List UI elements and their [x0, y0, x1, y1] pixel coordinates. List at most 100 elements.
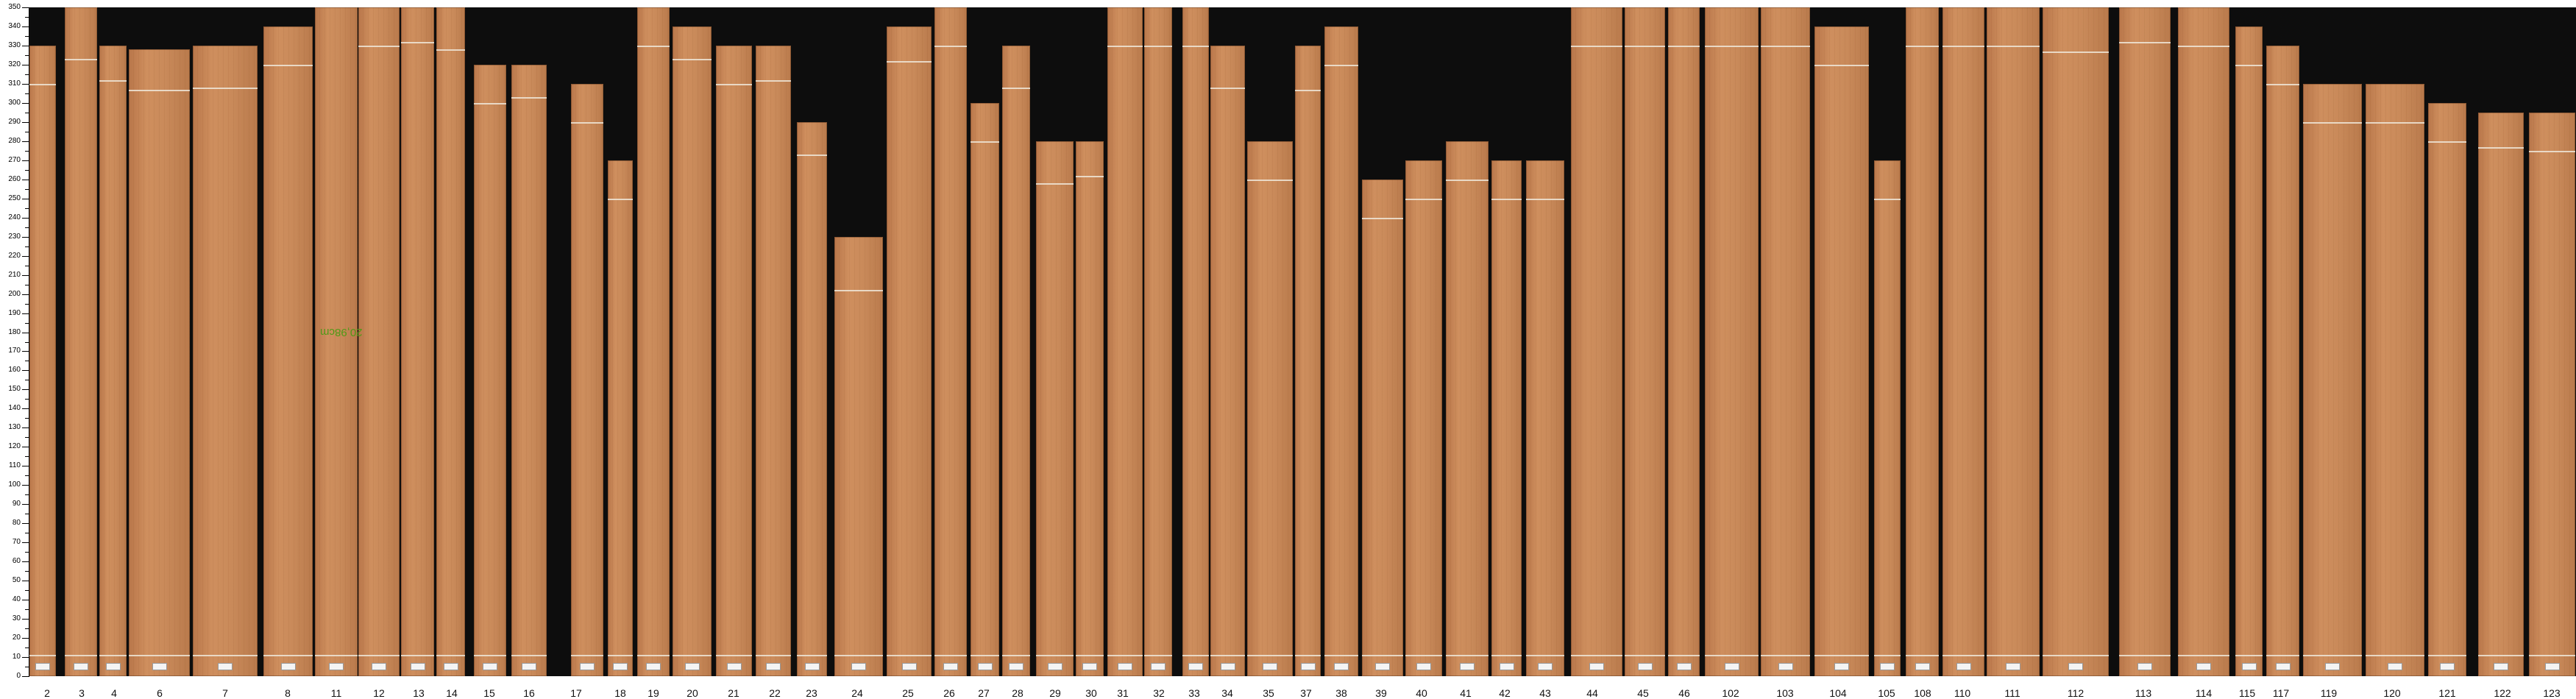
veneer-panel-35[interactable]: [1247, 141, 1293, 677]
top-cut-line: [1247, 179, 1293, 181]
veneer-panel-20[interactable]: [673, 26, 712, 677]
veneer-panel-115[interactable]: [2235, 26, 2263, 677]
veneer-panel-117[interactable]: [2266, 45, 2299, 677]
veneer-panel-104[interactable]: [1814, 26, 1869, 677]
top-cut-line: [608, 198, 633, 200]
panel-label: 110: [1954, 687, 1971, 699]
y-axis-label: 140: [8, 404, 21, 413]
panel-label: 21: [728, 687, 739, 699]
veneer-panel-41[interactable]: [1446, 141, 1489, 677]
barcode-sticker: [726, 662, 742, 670]
panel-label: 28: [1012, 687, 1023, 699]
panel-label: 40: [1416, 687, 1427, 699]
y-axis-tick: [22, 26, 29, 27]
veneer-panel-18[interactable]: [608, 160, 633, 677]
veneer-panel-40[interactable]: [1405, 160, 1442, 677]
top-cut-line: [1571, 45, 1622, 47]
barcode-sticker: [804, 662, 820, 670]
veneer-panel-15[interactable]: [474, 64, 506, 677]
veneer-panel-112[interactable]: [2043, 7, 2109, 676]
y-axis-tick: [22, 408, 29, 410]
top-cut-line: [971, 141, 999, 143]
veneer-panel-43[interactable]: [1526, 160, 1564, 677]
veneer-panel-120[interactable]: [2366, 83, 2424, 677]
veneer-panel-44[interactable]: [1571, 7, 1622, 676]
veneer-panel-28[interactable]: [1002, 45, 1030, 677]
veneer-panel-122[interactable]: [2478, 112, 2524, 677]
veneer-panel-45[interactable]: [1625, 7, 1665, 676]
veneer-panel-39[interactable]: [1362, 179, 1403, 677]
bottom-cut-line: [129, 655, 190, 657]
veneer-panel-25[interactable]: [887, 26, 932, 677]
veneer-panel-12[interactable]: [358, 7, 400, 676]
panel-label: 18: [614, 687, 626, 699]
bottom-cut-line: [673, 655, 712, 657]
panel-label: 35: [1263, 687, 1274, 699]
panel-label: 38: [1335, 687, 1347, 699]
top-cut-line: [571, 121, 603, 124]
top-cut-line: [1036, 182, 1074, 185]
veneer-panel-113[interactable]: [2119, 7, 2171, 676]
bottom-cut-line: [2043, 655, 2109, 657]
veneer-panel-33[interactable]: [1182, 7, 1209, 676]
veneer-panel-110[interactable]: [1942, 7, 1984, 676]
veneer-panel-13[interactable]: [401, 7, 434, 676]
top-cut-line: [358, 45, 400, 47]
veneer-panel-6[interactable]: [129, 49, 190, 676]
y-axis-tick: [22, 370, 29, 372]
veneer-panel-24[interactable]: [834, 236, 883, 677]
y-axis-tick: [22, 255, 29, 257]
veneer-panel-21[interactable]: [716, 45, 752, 677]
veneer-panel-29[interactable]: [1036, 141, 1074, 677]
veneer-panel-46[interactable]: [1668, 7, 1700, 676]
veneer-panel-8[interactable]: [263, 26, 313, 677]
barcode-sticker: [1778, 663, 1793, 670]
panel-label: 103: [1776, 687, 1794, 699]
panel-label: 34: [1221, 687, 1233, 699]
veneer-panel-38[interactable]: [1324, 26, 1358, 677]
veneer-panel-11[interactable]: [315, 7, 358, 676]
veneer-panel-14[interactable]: [436, 7, 465, 676]
barcode-sticker: [1300, 662, 1316, 670]
veneer-panel-123[interactable]: [2529, 112, 2575, 677]
y-axis-tick: [22, 236, 29, 238]
veneer-panel-114[interactable]: [2178, 7, 2229, 676]
barcode-sticker: [105, 662, 121, 670]
y-axis-label: 160: [8, 366, 21, 375]
y-axis-label: 330: [8, 40, 21, 49]
barcode-sticker: [1375, 662, 1390, 670]
panel-label: 44: [1586, 687, 1598, 699]
veneer-panel-27[interactable]: [971, 102, 999, 677]
veneer-panel-42[interactable]: [1491, 160, 1522, 677]
y-axis-label: 230: [8, 232, 21, 241]
veneer-panel-30[interactable]: [1076, 141, 1104, 677]
veneer-panel-121[interactable]: [2428, 102, 2466, 677]
veneer-panel-26[interactable]: [934, 7, 967, 676]
veneer-panel-37[interactable]: [1295, 45, 1321, 677]
barcode-sticker: [766, 662, 781, 670]
veneer-panel-34[interactable]: [1210, 45, 1245, 677]
veneer-panel-7[interactable]: [193, 45, 258, 677]
veneer-panel-23[interactable]: [797, 121, 827, 677]
veneer-panel-32[interactable]: [1144, 7, 1172, 676]
veneer-panel-16[interactable]: [511, 64, 547, 677]
veneer-panel-19[interactable]: [637, 7, 670, 676]
veneer-panel-111[interactable]: [1987, 7, 2040, 676]
y-axis-tick: [25, 628, 29, 630]
barcode-sticker: [1151, 663, 1165, 670]
veneer-panel-105[interactable]: [1874, 160, 1901, 677]
veneer-panel-108[interactable]: [1906, 7, 1939, 676]
barcode-sticker: [1082, 662, 1097, 670]
veneer-panel-22[interactable]: [756, 45, 791, 677]
veneer-panel-119[interactable]: [2303, 83, 2362, 677]
veneer-panel-102[interactable]: [1705, 7, 1759, 676]
veneer-panel-17[interactable]: [571, 83, 603, 677]
bottom-cut-line: [436, 655, 465, 657]
veneer-panel-4[interactable]: [99, 45, 127, 677]
veneer-panel-31[interactable]: [1107, 7, 1143, 676]
veneer-panel-3[interactable]: [65, 7, 97, 676]
veneer-panel-103[interactable]: [1761, 7, 1810, 676]
y-axis-tick: [22, 619, 29, 620]
top-cut-line: [1182, 45, 1209, 47]
veneer-panel-2[interactable]: [29, 45, 56, 677]
